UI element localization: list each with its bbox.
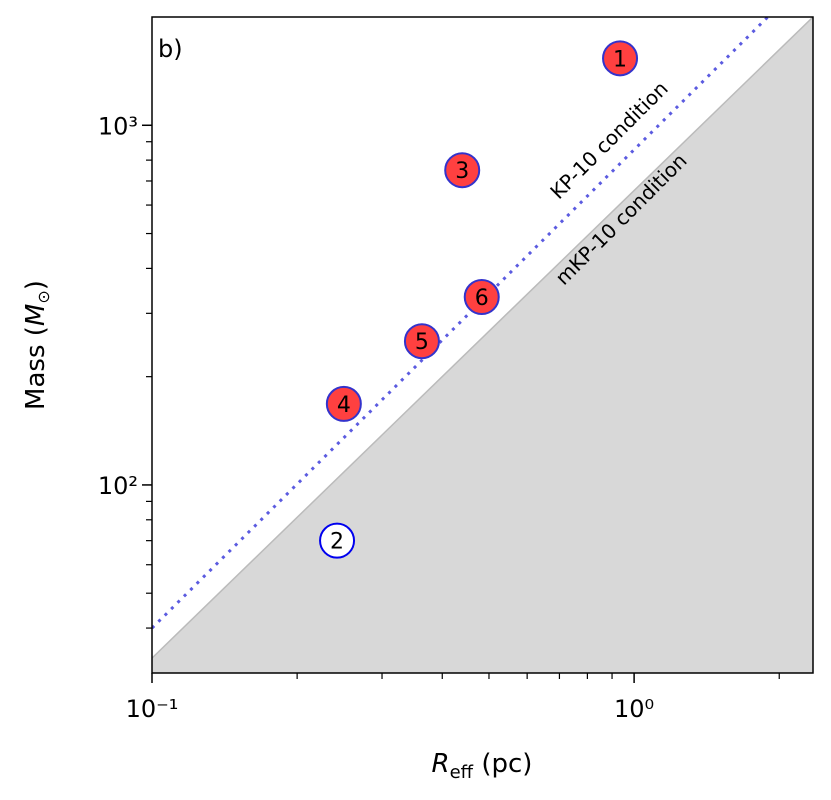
x-tick-label: 10⁻¹ bbox=[126, 695, 179, 723]
point-label: 6 bbox=[475, 286, 489, 311]
region-fill bbox=[152, 17, 813, 673]
point-label: 5 bbox=[415, 330, 429, 355]
point-label: 4 bbox=[337, 393, 351, 418]
plot-area bbox=[152, 17, 813, 673]
x-tick-label: 10⁰ bbox=[614, 695, 654, 723]
x-label-unit: (pc) bbox=[473, 749, 532, 779]
y-tick-label: 10² bbox=[98, 472, 138, 500]
point bbox=[444, 152, 481, 189]
x-label-symbol: R bbox=[432, 749, 450, 779]
y-axis-label: Mass (M⊙) bbox=[21, 280, 53, 410]
axes-frame bbox=[151, 16, 814, 674]
y-tick-label: 10³ bbox=[98, 112, 138, 140]
condition-line bbox=[152, 17, 813, 659]
point bbox=[403, 323, 440, 360]
point-label: 3 bbox=[455, 159, 469, 184]
panel-label: b) bbox=[158, 35, 183, 63]
y-label-text: Mass ( bbox=[21, 326, 51, 410]
point bbox=[319, 522, 356, 559]
point bbox=[325, 385, 362, 422]
point-label: 1 bbox=[613, 47, 627, 72]
x-label-sub: eff bbox=[450, 762, 474, 783]
y-label-symbol: M bbox=[21, 304, 51, 326]
condition-line bbox=[152, 17, 770, 630]
x-axis-label: Reff (pc) bbox=[432, 749, 533, 783]
point bbox=[463, 279, 500, 316]
y-label-sub: ⊙ bbox=[34, 290, 53, 303]
point bbox=[602, 40, 639, 77]
point-label: 2 bbox=[330, 530, 344, 555]
y-label-close: ) bbox=[21, 280, 51, 290]
